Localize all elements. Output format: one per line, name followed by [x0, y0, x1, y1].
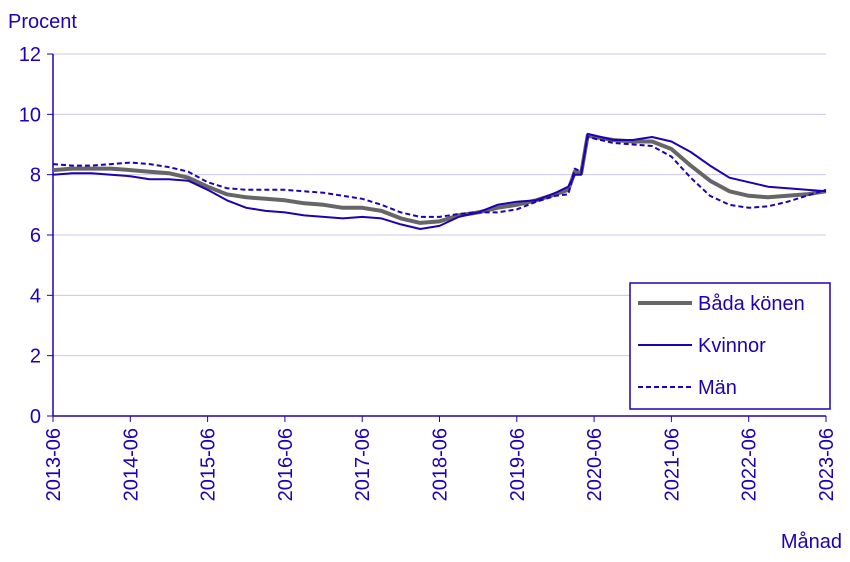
- x-tick-label: 2017-06: [352, 428, 374, 501]
- x-tick-label: 2018-06: [430, 428, 452, 501]
- series-line: [52, 136, 827, 218]
- x-tick-label: 2019-06: [507, 428, 529, 501]
- y-tick-label: 6: [30, 225, 41, 247]
- x-tick-label: 2020-06: [584, 428, 606, 501]
- x-tick-label: 2013-06: [43, 428, 65, 501]
- y-tick-label: 0: [30, 406, 41, 428]
- legend-label: Båda könen: [698, 293, 805, 315]
- legend: Båda könen Kvinnor Män: [629, 282, 831, 410]
- x-tick-label: 2016-06: [275, 428, 297, 501]
- y-tick-label: 12: [19, 44, 41, 66]
- x-tick-label: 2015-06: [198, 428, 220, 501]
- x-tick-label: 2023-06: [816, 428, 838, 501]
- legend-label: Män: [698, 377, 737, 399]
- series-line: [52, 132, 827, 230]
- y-axis-label: Procent: [8, 11, 77, 33]
- y-tick-label: 2: [30, 346, 41, 368]
- x-tick-label: 2022-06: [739, 428, 761, 501]
- x-tick-label: 2021-06: [661, 428, 683, 501]
- y-tick-label: 8: [30, 165, 41, 187]
- y-tick-label: 10: [19, 104, 41, 126]
- y-tick-label: 4: [30, 285, 41, 307]
- x-axis-label: Månad: [781, 531, 842, 553]
- legend-label: Kvinnor: [698, 335, 766, 357]
- x-tick-label: 2014-06: [120, 428, 142, 501]
